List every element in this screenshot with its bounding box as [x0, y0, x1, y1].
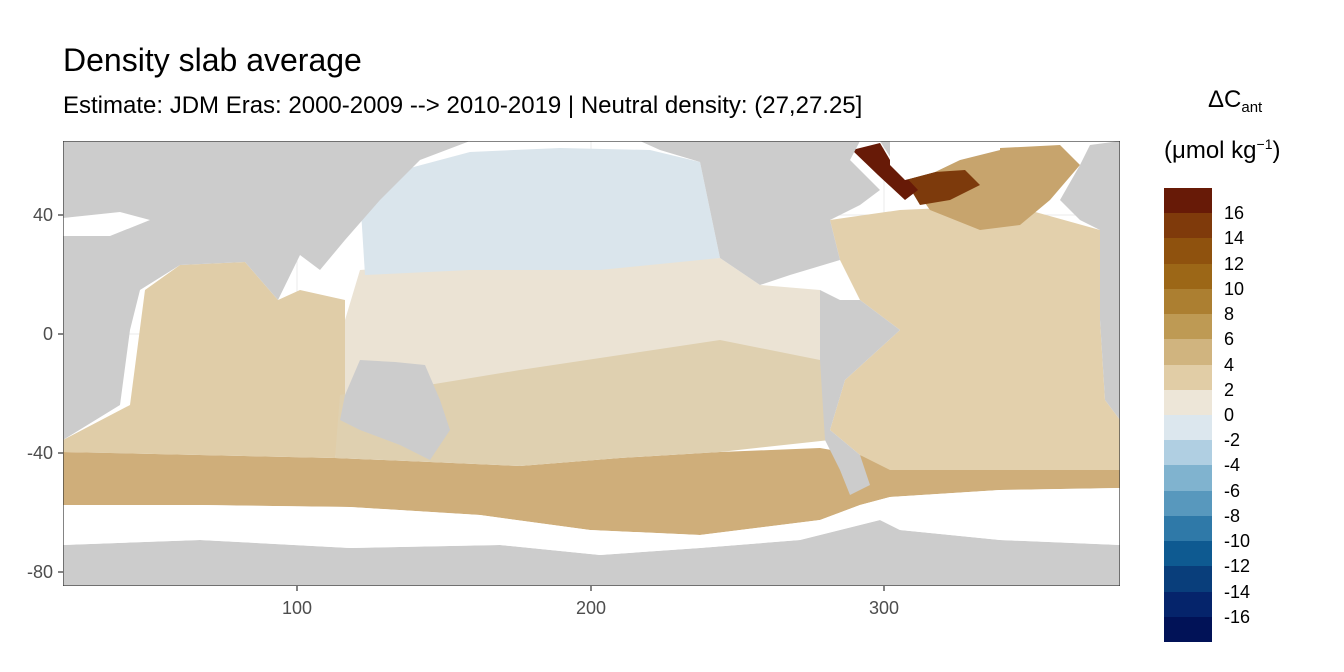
missing-data [63, 141, 1120, 555]
legend-unit-close: ) [1272, 137, 1281, 164]
y-tick-label: -80 [27, 562, 53, 582]
legend-color-step [1164, 515, 1212, 542]
legend-label: -2 [1224, 430, 1241, 451]
legend-label: -14 [1224, 581, 1251, 602]
land-australia [340, 360, 450, 460]
plot-title: Density slab average [63, 42, 362, 78]
missing-mediterranean [63, 212, 150, 236]
y-axis: 40 0 -40 -80 [27, 205, 63, 582]
ocean-fill [63, 143, 1120, 535]
south-pacific [335, 330, 830, 466]
legend-color-step [1164, 364, 1212, 391]
legend-color-step [1164, 263, 1212, 290]
legend-label: -6 [1224, 480, 1241, 501]
legend-colorbar [1164, 188, 1212, 643]
x-tick-label: 100 [282, 598, 312, 618]
legend-label: 14 [1224, 228, 1245, 249]
missing-hudson-bay [890, 141, 1000, 180]
legend-label: -16 [1224, 606, 1251, 627]
legend-color-step [1164, 288, 1212, 315]
indian-ocean [63, 262, 345, 458]
legend-title-delta: ΔC [1208, 86, 1242, 113]
legend-color-step [1164, 314, 1212, 340]
x-tick-label: 200 [576, 598, 606, 618]
legend-title-subscript: ant [1241, 99, 1263, 116]
legend-title-line1: ΔCant [1208, 86, 1262, 116]
legend-label: 0 [1224, 405, 1235, 425]
legend-label: 12 [1224, 253, 1245, 274]
legend-color-step [1164, 490, 1212, 517]
y-tick-label: -40 [27, 443, 53, 463]
legend-color-step [1164, 465, 1212, 492]
legend-label: 10 [1224, 278, 1245, 299]
missing-southern-ice [63, 488, 1120, 555]
legend-label: -4 [1224, 455, 1241, 476]
legend-label: 16 [1224, 203, 1245, 224]
land-asia [63, 141, 470, 270]
legend-title-line2: (μmol kg−1) [1164, 136, 1280, 165]
legend-color-step [1164, 440, 1212, 466]
equatorial-pacific [345, 258, 840, 395]
legend-color-step [1164, 541, 1212, 567]
land-south-america [820, 290, 900, 495]
legend-label: -12 [1224, 556, 1251, 577]
x-tick-label: 300 [869, 598, 899, 618]
subpolar-north-atlantic [905, 145, 1080, 230]
legend-color-step [1164, 188, 1212, 214]
legend-color-step [1164, 591, 1212, 618]
legend-color-step [1164, 238, 1212, 265]
land [63, 141, 1120, 586]
labrador-sea-core [852, 143, 918, 200]
x-axis: 100 200 300 [282, 586, 899, 618]
legend-label: 4 [1224, 354, 1235, 375]
atlantic-ocean [830, 205, 1120, 470]
legend-color-step [1164, 415, 1212, 441]
legend-color-step [1164, 213, 1212, 239]
y-tick-label: 0 [43, 324, 53, 344]
land-europe-africa-east [1060, 141, 1120, 420]
legend-color-step [1164, 389, 1212, 416]
land-north-america [640, 141, 880, 285]
plot-subtitle: Estimate: JDM Eras: 2000-2009 --> 2010-2… [63, 92, 863, 119]
legend-color-step [1164, 616, 1212, 643]
legend-color-step [1164, 339, 1212, 366]
legend-color-step [1164, 566, 1212, 593]
land-antarctica [63, 520, 1120, 586]
legend-label: -8 [1224, 505, 1241, 526]
legend-label: 6 [1224, 329, 1235, 350]
legend-unit-open: (μmol kg [1164, 137, 1257, 164]
legend-label: 2 [1224, 379, 1235, 400]
legend-label: -10 [1224, 531, 1251, 552]
labrador-sea [905, 170, 980, 205]
y-tick-label: 40 [33, 205, 53, 225]
legend-label: 8 [1224, 304, 1235, 325]
legend-unit-superscript: −1 [1256, 136, 1273, 152]
north-pacific [360, 148, 720, 275]
